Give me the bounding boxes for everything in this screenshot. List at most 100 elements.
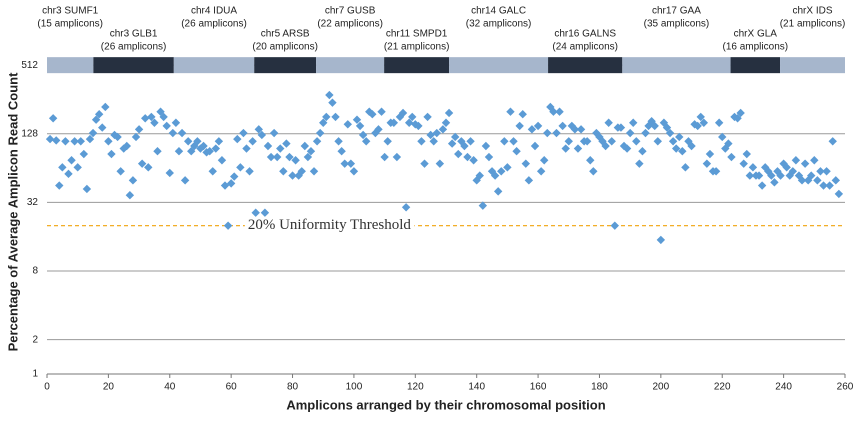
data-point: [389, 118, 399, 127]
data-point: [432, 128, 441, 138]
x-tick-label: 100: [346, 382, 363, 393]
data-point: [214, 137, 224, 146]
data-point: [828, 137, 837, 146]
x-tick-label: 160: [530, 382, 547, 393]
gene-segment: [780, 57, 845, 74]
data-point: [355, 121, 365, 131]
data-point: [309, 167, 319, 176]
data-point: [589, 167, 598, 176]
data-point: [543, 128, 552, 138]
gene-segment: [384, 57, 450, 74]
data-point: [58, 163, 67, 172]
data-point: [180, 176, 190, 185]
data-point: [764, 167, 773, 176]
data-point: [174, 147, 184, 156]
data-point: [444, 108, 454, 118]
data-point: [288, 171, 297, 180]
data-point: [506, 107, 515, 116]
data-point: [358, 130, 368, 140]
data-point: [223, 221, 233, 230]
data-point: [745, 171, 755, 180]
gene-amplicons: (21 amplicons): [780, 19, 846, 30]
data-point: [702, 159, 712, 168]
gene-name: chr3 SUMF1: [42, 6, 99, 17]
data-point: [549, 107, 558, 116]
data-point: [653, 137, 662, 146]
data-point: [687, 141, 696, 151]
gene-amplicons: (26 amplicons): [181, 19, 247, 30]
data-point: [248, 137, 257, 146]
data-point: [662, 123, 672, 132]
data-point: [245, 167, 254, 176]
data-point: [337, 147, 346, 156]
data-point: [552, 128, 561, 138]
y-tick-label: 2: [32, 334, 38, 345]
data-point: [518, 110, 527, 119]
gene-name: chr17 GAA: [652, 6, 701, 17]
data-point: [211, 144, 221, 153]
data-point: [681, 163, 690, 172]
data-point: [193, 137, 202, 146]
data-point: [641, 128, 650, 138]
data-point: [564, 137, 573, 146]
data-point: [714, 118, 724, 127]
data-point: [497, 167, 506, 176]
y-tick-label: 128: [21, 128, 38, 139]
gene-name: chr4 IDUA: [191, 6, 237, 17]
data-point: [696, 112, 705, 122]
data-point: [171, 118, 181, 127]
data-point: [55, 181, 64, 190]
data-point: [721, 144, 730, 153]
data-point: [429, 137, 438, 146]
data-point: [343, 120, 352, 129]
data-point: [144, 163, 153, 172]
data-point: [493, 187, 503, 196]
data-point: [331, 112, 340, 122]
data-point: [675, 132, 684, 142]
data-point: [822, 167, 831, 176]
data-point: [122, 141, 131, 151]
x-tick-label: 140: [468, 382, 485, 393]
data-point: [533, 121, 543, 131]
data-point: [107, 149, 116, 159]
data-point: [788, 167, 798, 176]
y-tick-label: 512: [21, 60, 38, 71]
gene-amplicons: (35 amplicons): [644, 19, 710, 30]
data-point: [230, 172, 239, 181]
gene-segment: [47, 57, 94, 74]
data-point: [328, 98, 337, 107]
data-point: [540, 156, 549, 165]
x-tick-label: 180: [591, 382, 608, 393]
data-point: [460, 141, 469, 151]
data-point: [490, 171, 500, 180]
data-point: [306, 147, 316, 156]
data-point: [546, 102, 555, 112]
data-point: [291, 156, 300, 165]
data-point: [782, 163, 791, 172]
data-point: [484, 152, 494, 162]
data-point: [297, 167, 306, 176]
x-tick-label: 20: [103, 382, 115, 393]
gene-segment: [548, 57, 623, 74]
data-point: [785, 171, 794, 180]
data-point: [346, 159, 356, 168]
data-point: [616, 123, 626, 132]
gene-segment: [173, 57, 255, 74]
data-point: [791, 156, 801, 165]
data-point: [303, 152, 313, 162]
data-point: [638, 147, 647, 156]
data-point: [352, 115, 362, 124]
data-point: [767, 171, 776, 180]
gene-amplicons: (16 amplicons): [723, 42, 789, 53]
data-point: [754, 171, 764, 180]
data-point: [85, 134, 95, 144]
data-point: [374, 125, 383, 134]
gene-segment: [622, 57, 731, 74]
data-point: [70, 137, 79, 146]
y-tick-label: 32: [27, 197, 39, 208]
data-point: [312, 137, 322, 146]
data-point: [558, 121, 567, 131]
x-tick-label: 80: [287, 382, 299, 393]
data-point: [711, 167, 721, 176]
